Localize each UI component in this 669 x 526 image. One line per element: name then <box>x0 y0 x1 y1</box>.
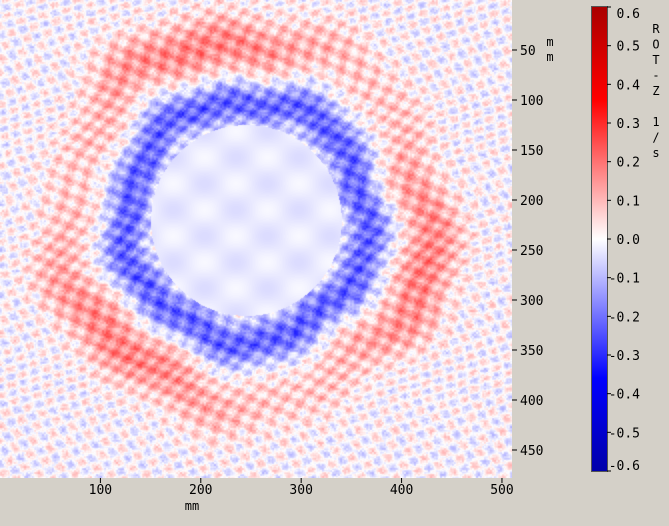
y-tick-label: 150 <box>520 144 543 159</box>
y-axis-label-char: m <box>546 50 553 64</box>
x-tick-label: 500 <box>490 483 513 498</box>
x-tick-label: 100 <box>89 483 112 498</box>
colorbar-tick-label: 0.3 <box>617 117 640 132</box>
y-axis-label-char: m <box>546 35 553 49</box>
y-axis-ticks: 50 100 150 200 250 300 350 400 450 <box>512 44 543 459</box>
colorbar-tick-label: -0.5 <box>609 426 640 441</box>
x-tick-label: 300 <box>289 483 312 498</box>
x-tick-label: 200 <box>189 483 212 498</box>
colorbar-tick-label: -0.1 <box>609 272 640 287</box>
colorbar-label-char: O <box>652 38 659 52</box>
y-tick-label: 350 <box>520 344 543 359</box>
y-tick-label: 400 <box>520 394 543 409</box>
colorbar-tick-label: 0.0 <box>617 233 640 248</box>
colorbar-tick-label: 0.2 <box>617 156 640 171</box>
x-axis-label: mm <box>185 499 199 513</box>
colorbar-label-char: / <box>652 131 659 145</box>
colorbar-tick-label: -0.4 <box>609 388 640 403</box>
colorbar-tick-label: -0.6 <box>609 459 640 474</box>
y-tick-label: 300 <box>520 294 543 309</box>
colorbar-tick-label: -0.2 <box>609 310 640 325</box>
y-tick-label: 450 <box>520 444 543 459</box>
colorbar-label-char: T <box>652 53 659 67</box>
x-tick-label: 400 <box>390 483 413 498</box>
y-axis-label: mm <box>546 35 553 64</box>
colorbar-label-char: - <box>652 69 659 83</box>
colorbar-label-char: 1 <box>652 115 659 129</box>
colorbar-label: ROT -Z 1 /s <box>652 22 660 160</box>
colorbar-label-char: s <box>652 146 659 160</box>
plot-area <box>0 0 512 478</box>
colorbar <box>591 6 608 472</box>
colorbar-ticks: 0.6 0.5 0.4 0.3 0.2 0.1 0.0 -0.1 -0.2 -0.3 -0.4 -0.… <box>607 6 641 474</box>
colorbar-label-char: Z <box>652 84 659 98</box>
colorbar-tick-label: 0.6 <box>617 7 640 22</box>
colorbar-tick-label: 0.5 <box>617 40 640 55</box>
y-tick-label: 200 <box>520 194 543 209</box>
y-tick-label: 250 <box>520 244 543 259</box>
colorbar-tick-label: -0.3 <box>609 349 640 364</box>
x-axis-ticks: 100 200 300 400 500 <box>89 478 514 498</box>
vorticity-field <box>0 0 512 478</box>
colorbar-label-char: R <box>652 22 660 36</box>
y-tick-label: 100 <box>520 94 543 109</box>
y-tick-label: 50 <box>520 44 536 59</box>
colorbar-tick-label: 0.4 <box>617 78 641 93</box>
colorbar-tick-label: 0.1 <box>617 194 640 209</box>
